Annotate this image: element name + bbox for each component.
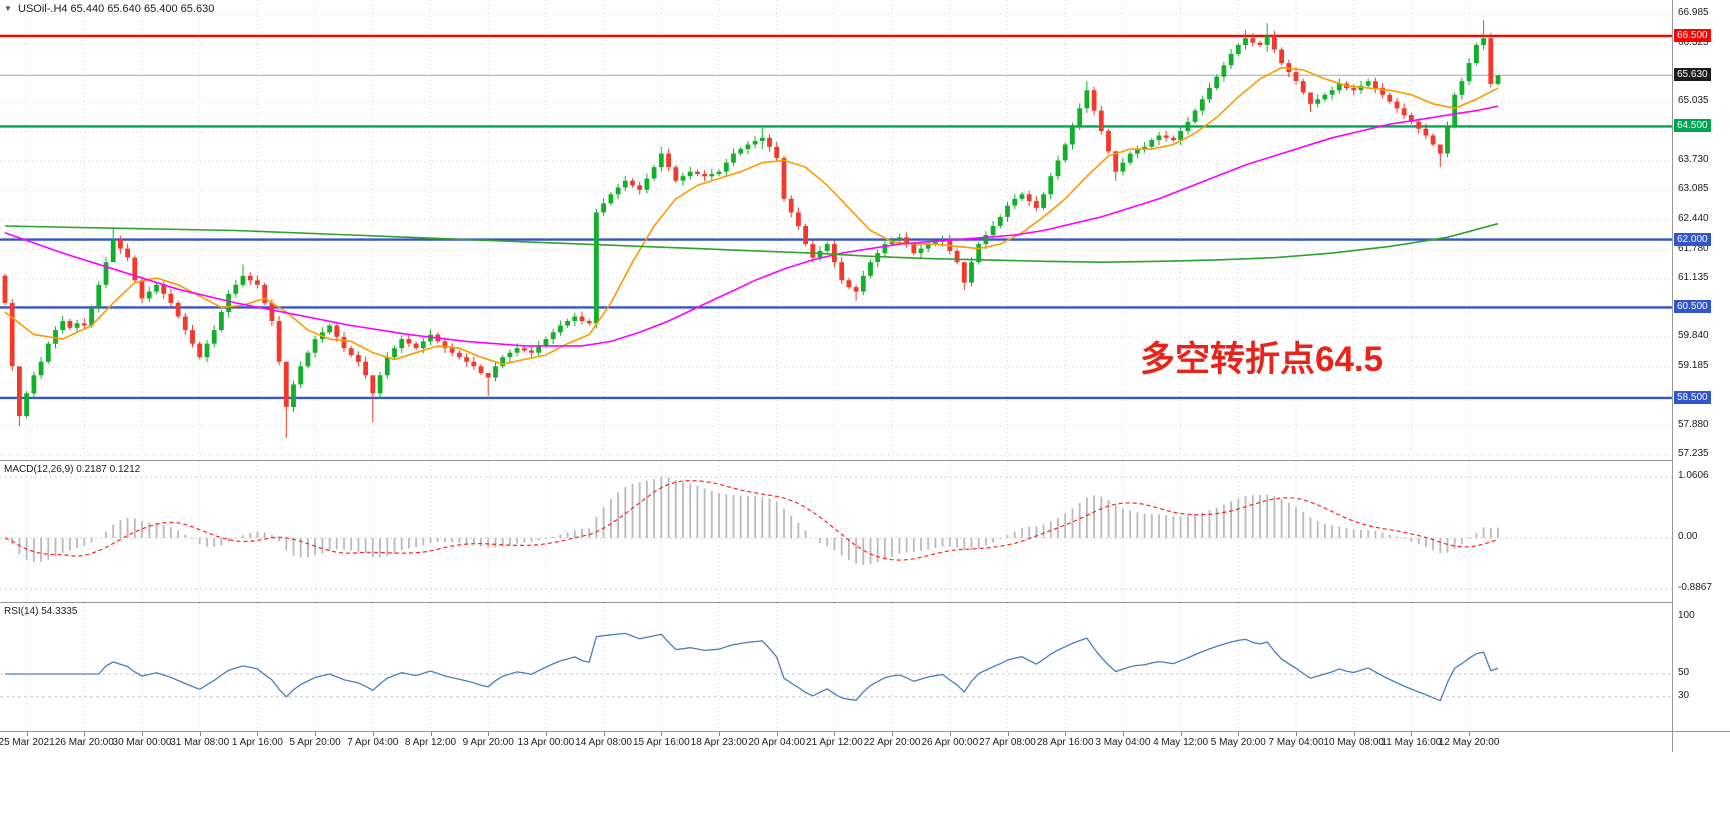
time-axis-tick <box>1007 732 1009 736</box>
time-axis-label: 30 Mar 00:00 <box>112 737 172 748</box>
time-axis-tick <box>661 732 663 736</box>
price-axis-label: 61.135 <box>1678 271 1709 283</box>
time-axis-label: 4 May 12:00 <box>1153 737 1209 748</box>
rsi-axis-label: 50 <box>1678 667 1690 678</box>
annotation-text: 多空转折点64.5 <box>1140 340 1384 379</box>
time-axis-label: 7 Apr 04:00 <box>347 737 399 748</box>
price-badge-66.500: 66.500 <box>1674 28 1711 42</box>
time-axis-label: 7 May 04:00 <box>1268 737 1324 748</box>
time-axis-tick <box>1411 732 1413 736</box>
ma-line-slow-green <box>4 222 1499 264</box>
price-axis-label: 59.840 <box>1678 330 1709 342</box>
rsi-axis-label: 30 <box>1678 689 1690 701</box>
time-axis-label: 28 Apr 16:00 <box>1036 737 1094 748</box>
time-axis-label: 11 May 16:00 <box>1381 737 1442 748</box>
rsi-panel-canvas[interactable] <box>0 603 1730 731</box>
macd-axis-label: 0.00 <box>1678 531 1698 542</box>
macd-panel-canvas[interactable] <box>0 461 1730 602</box>
panel-separator-macd[interactable] <box>0 460 1672 461</box>
time-axis-label: 18 Apr 23:00 <box>690 737 748 748</box>
candles-layer <box>2 20 1501 438</box>
chart-title: USOil-.H4 65.440 65.640 65.400 65.630 <box>18 3 215 15</box>
price-badge-60.500: 60.500 <box>1674 300 1711 314</box>
price-axis-label: 61.780 <box>1678 242 1709 254</box>
ma-line-fast-orange <box>4 66 1499 365</box>
price-axis-label: 66.985 <box>1678 7 1709 18</box>
time-axis-tick <box>719 732 720 736</box>
time-axis-tick <box>1180 732 1182 736</box>
time-axis-label: 20 Apr 04:00 <box>748 737 806 748</box>
symbol-dropdown-icon[interactable]: ▼ <box>4 4 12 13</box>
time-axis-label: 1 Apr 16:00 <box>231 737 283 748</box>
time-axis-tick <box>545 732 547 736</box>
time-axis-tick <box>257 732 259 736</box>
time-axis-tick <box>372 732 374 736</box>
time-axis-label: 26 Apr 00:00 <box>921 737 979 748</box>
time-axis-label: 3 May 04:00 <box>1095 737 1151 748</box>
time-axis[interactable]: 25 Mar 2021 26 Mar 20:00 30 Mar 00:00 31 Ma… <box>0 732 1730 754</box>
macd-histogram <box>11 476 1499 565</box>
macd-axis-label: -0.8867 <box>1678 581 1712 593</box>
rsi-axis-label: 100 <box>1678 610 1695 621</box>
price-axis-label: 62.440 <box>1678 212 1709 224</box>
main-chart-canvas[interactable] <box>0 0 1730 460</box>
price-axis-label: 57.880 <box>1678 418 1709 430</box>
time-axis-label: 26 Mar 20:00 <box>54 737 114 748</box>
time-axis-tick <box>430 732 432 736</box>
time-axis-tick <box>488 732 490 736</box>
time-axis-tick <box>315 732 317 736</box>
price-axis-label: 57.235 <box>1678 448 1709 460</box>
price-badge-58.500: 58.500 <box>1674 390 1711 404</box>
price-badge-62.000: 62.000 <box>1674 232 1711 246</box>
current-price-badge: 65.630 <box>1674 68 1711 82</box>
price-axis[interactable]: 66.98566.32565.03564.39063.73063.08562.4… <box>1674 0 1730 752</box>
time-axis-label: 5 Apr 20:00 <box>289 737 341 748</box>
time-axis-label: 21 Apr 12:00 <box>806 737 863 748</box>
time-axis-tick <box>776 732 778 736</box>
time-axis-tick <box>26 732 28 736</box>
rsi-indicator-label: RSI(14) 54.3335 <box>4 606 78 617</box>
ma-line-mid-magenta <box>4 105 1499 347</box>
price-axis-label: 66.325 <box>1678 36 1709 48</box>
price-badge-64.500: 64.500 <box>1674 119 1711 133</box>
time-axis-label: 9 Apr 20:00 <box>462 737 514 748</box>
time-axis-tick <box>199 732 201 736</box>
time-axis-label: 15 Apr 16:00 <box>632 737 690 748</box>
time-axis-tick <box>892 732 894 736</box>
time-axis-tick <box>142 732 143 736</box>
time-axis-label: 22 Apr 20:00 <box>863 737 921 748</box>
macd-indicator-label: MACD(12,26,9) 0.2187 0.1212 <box>4 464 141 475</box>
price-axis-label: 59.185 <box>1678 359 1709 371</box>
time-axis-separator <box>0 731 1730 732</box>
time-axis-label: 25 Mar 2021 <box>0 737 55 748</box>
price-axis-label: 63.730 <box>1678 154 1709 166</box>
time-axis-label: 12 May 20:00 <box>1438 737 1500 748</box>
time-axis-tick <box>1353 732 1355 736</box>
time-axis-tick <box>949 732 951 736</box>
time-axis-tick <box>84 732 86 736</box>
time-axis-label: 31 Mar 08:00 <box>170 737 230 748</box>
time-axis-tick <box>1296 732 1297 736</box>
time-axis-tick <box>1469 732 1471 736</box>
time-axis-label: 10 May 08:00 <box>1323 737 1384 748</box>
panel-separator-rsi[interactable] <box>0 602 1672 603</box>
macd-axis-label: 1.0606 <box>1678 470 1709 481</box>
time-axis-tick <box>1238 732 1240 736</box>
time-axis-tick <box>603 732 605 736</box>
price-axis-label: 63.085 <box>1678 183 1709 195</box>
time-axis-label: 13 Apr 00:00 <box>517 737 575 748</box>
time-axis-label: 5 May 20:00 <box>1210 737 1266 748</box>
price-axis-label: 65.035 <box>1678 95 1709 107</box>
time-axis-label: 27 Apr 08:00 <box>979 737 1036 748</box>
price-axis-border <box>1672 0 1673 752</box>
time-axis-label: 8 Apr 12:00 <box>404 737 457 748</box>
time-axis-tick <box>1122 732 1124 736</box>
macd-signal-line <box>4 479 1499 561</box>
time-axis-label: 14 Apr 08:00 <box>575 737 632 748</box>
rsi-line <box>5 632 1499 702</box>
time-axis-tick <box>834 732 836 736</box>
time-axis-tick <box>1065 732 1067 736</box>
